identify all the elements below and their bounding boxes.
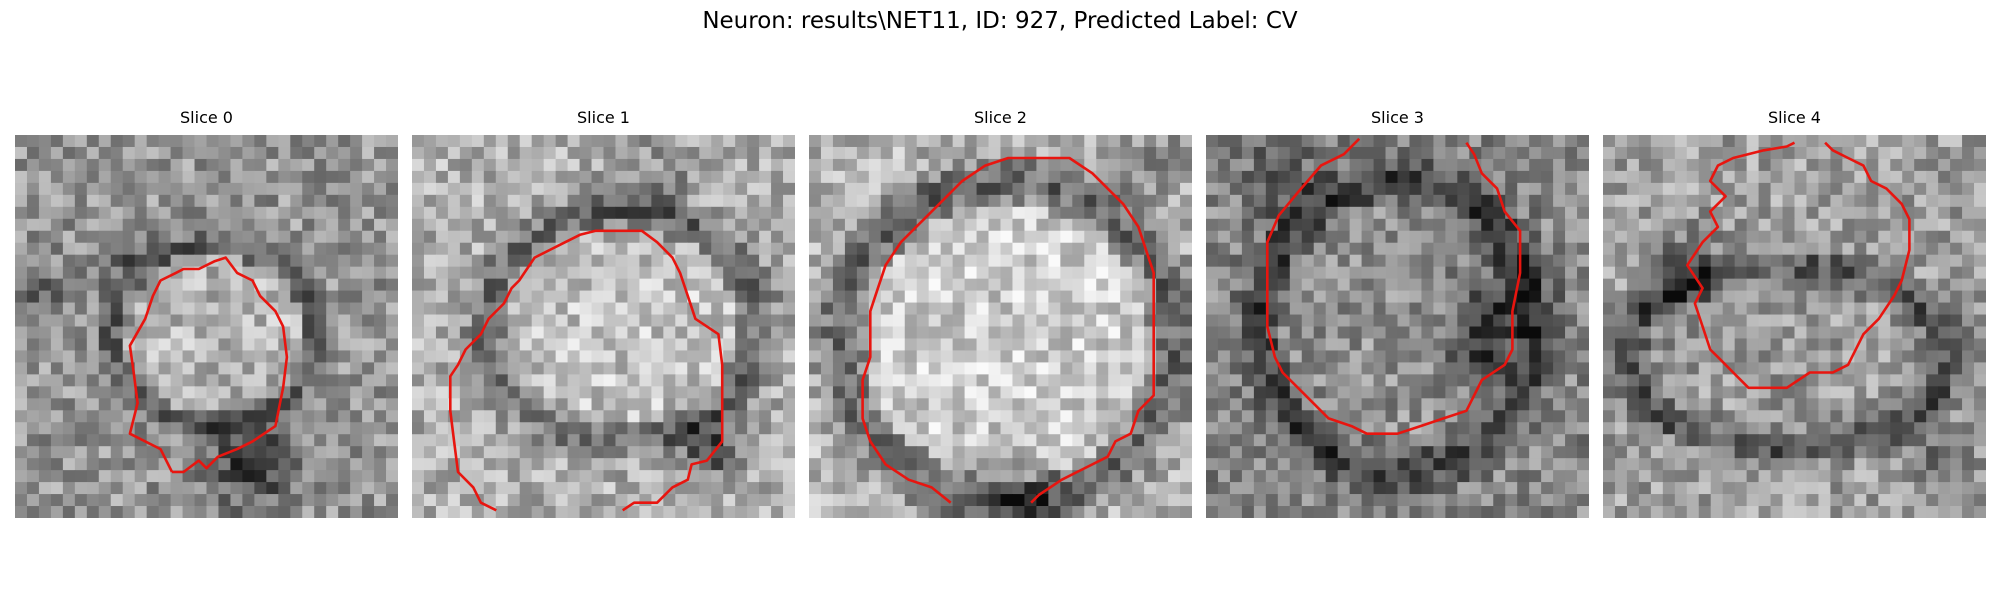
- segmentation-contour: [861, 156, 1156, 504]
- pixel-grid: [809, 135, 1192, 518]
- pixel-grid: [15, 135, 398, 518]
- pixel-grid: [1206, 135, 1589, 518]
- slice-title-4: Slice 4: [1768, 108, 1821, 127]
- slice-title-1: Slice 1: [577, 108, 630, 127]
- segmentation-contour: [128, 256, 289, 474]
- segmentation-contour: [1265, 137, 1522, 436]
- segmentation-contour: [1686, 141, 1911, 390]
- pixel-grid: [412, 135, 795, 518]
- slice-title-2: Slice 2: [974, 108, 1027, 127]
- slice-image-2: [809, 135, 1192, 518]
- slice-title-3: Slice 3: [1371, 108, 1424, 127]
- slice-image-4: [1603, 135, 1986, 518]
- pixel-grid: [1603, 135, 1986, 518]
- slice-image-3: [1206, 135, 1589, 518]
- segmentation-contour: [448, 229, 724, 512]
- slice-title-0: Slice 0: [180, 108, 233, 127]
- slice-image-0: [15, 135, 398, 518]
- slice-image-1: [412, 135, 795, 518]
- figure-title: Neuron: results\NET11, ID: 927, Predicte…: [702, 8, 1298, 34]
